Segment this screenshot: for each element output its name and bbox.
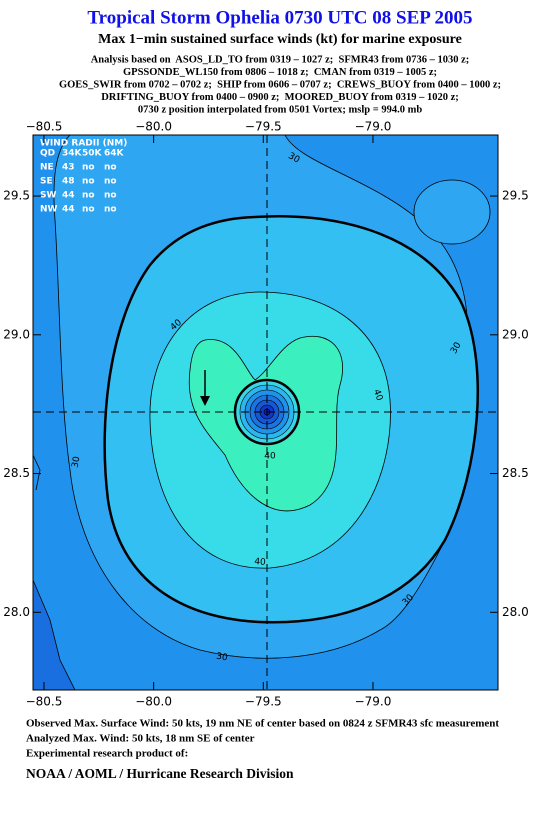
y-tick-label: 28.0 bbox=[502, 605, 529, 619]
radii-cell: no bbox=[82, 177, 95, 187]
radii-cell: 44 bbox=[62, 191, 75, 201]
radii-header: 34K bbox=[62, 149, 83, 159]
y-tick-label: 29.0 bbox=[3, 327, 30, 341]
analysis-line: GPSSONDE_WL150 from 0806 – 1018 z; CMAN … bbox=[123, 67, 437, 78]
plot-frame bbox=[32, 134, 499, 691]
radii-cell: SE bbox=[40, 177, 53, 187]
x-tick-label: −80.0 bbox=[135, 695, 172, 709]
subtitle: Max 1−min sustained surface winds (kt) f… bbox=[98, 32, 462, 47]
radii-cell: NW bbox=[40, 205, 58, 215]
y-tick-label: 28.5 bbox=[502, 466, 529, 480]
x-tick-label: −79.0 bbox=[355, 695, 392, 709]
radii-header: 64K bbox=[104, 149, 125, 159]
title: Tropical Storm Ophelia 0730 UTC 08 SEP 2… bbox=[87, 7, 472, 28]
contour-label: 40 bbox=[254, 557, 267, 568]
analysis-line: Analysis based on ASOS_LD_TO from 0319 –… bbox=[91, 54, 470, 65]
analysis-notes: Analysis based on ASOS_LD_TO from 0319 –… bbox=[59, 54, 501, 115]
x-tick-label: −79.5 bbox=[245, 695, 282, 709]
motion-arrowhead bbox=[200, 396, 210, 406]
radii-header: 50K bbox=[82, 149, 103, 159]
radii-cell: 44 bbox=[62, 205, 75, 215]
contour-label: 40 bbox=[264, 452, 276, 462]
footer-analyzed: Analyzed Max. Wind: 50 kts, 18 nm SE of … bbox=[26, 733, 255, 745]
radii-cell: no bbox=[82, 205, 95, 215]
radii-cell: NE bbox=[40, 163, 54, 173]
radii-cell: no bbox=[104, 163, 117, 173]
analysis-line: DRIFTING_BUOY from 0400 – 0900 z; MOORED… bbox=[101, 92, 459, 103]
coast bbox=[33, 454, 41, 491]
x-tick-label: −80.5 bbox=[26, 695, 63, 709]
y-tick-label: 28.0 bbox=[3, 605, 30, 619]
x-tick-label: −79.0 bbox=[355, 120, 392, 134]
footer-product: Experimental research product of: bbox=[26, 748, 188, 760]
y-tick-label: 29.5 bbox=[502, 189, 529, 203]
x-tick-label: −80.5 bbox=[26, 120, 63, 134]
contour-30-cell bbox=[413, 179, 491, 245]
footer-observed: Observed Max. Surface Wind: 50 kts, 19 n… bbox=[26, 718, 499, 730]
radii-cell: no bbox=[82, 163, 95, 173]
y-tick-label: 29.0 bbox=[502, 327, 529, 341]
axes: −80.5 −80.5 −80.0 −80.0 −79.5 −79.5 −79.0 −79.0… bbox=[3, 120, 528, 709]
y-tick-label: 28.5 bbox=[3, 466, 30, 480]
coast bbox=[33, 579, 76, 690]
radii-cell: SW bbox=[40, 191, 56, 201]
radii-cell: no bbox=[104, 177, 117, 187]
contour-label: 40 bbox=[371, 388, 384, 402]
radii-cell: no bbox=[82, 191, 95, 201]
radii-cell: 43 bbox=[62, 163, 75, 173]
radii-title: WIND RADII (NM) bbox=[40, 139, 127, 149]
analysis-line: 0730 z position interpolated from 0501 V… bbox=[138, 104, 422, 115]
radii-header: QD bbox=[40, 149, 55, 159]
analysis-line: GOES_SWIR from 0702 – 0702 z; SHIP from … bbox=[59, 79, 501, 90]
contour-label: 30 bbox=[71, 455, 83, 468]
radii-cell: 48 bbox=[62, 177, 75, 187]
y-tick-label: 29.5 bbox=[3, 189, 30, 203]
radii-cell: no bbox=[104, 191, 117, 201]
contour-label: 30 bbox=[215, 652, 228, 664]
footer-agency: NOAA / AOML / Hurricane Research Divisio… bbox=[26, 766, 294, 781]
x-tick-label: −79.5 bbox=[245, 120, 282, 134]
x-tick-label: −80.0 bbox=[135, 120, 172, 134]
radii-cell: no bbox=[104, 205, 117, 215]
